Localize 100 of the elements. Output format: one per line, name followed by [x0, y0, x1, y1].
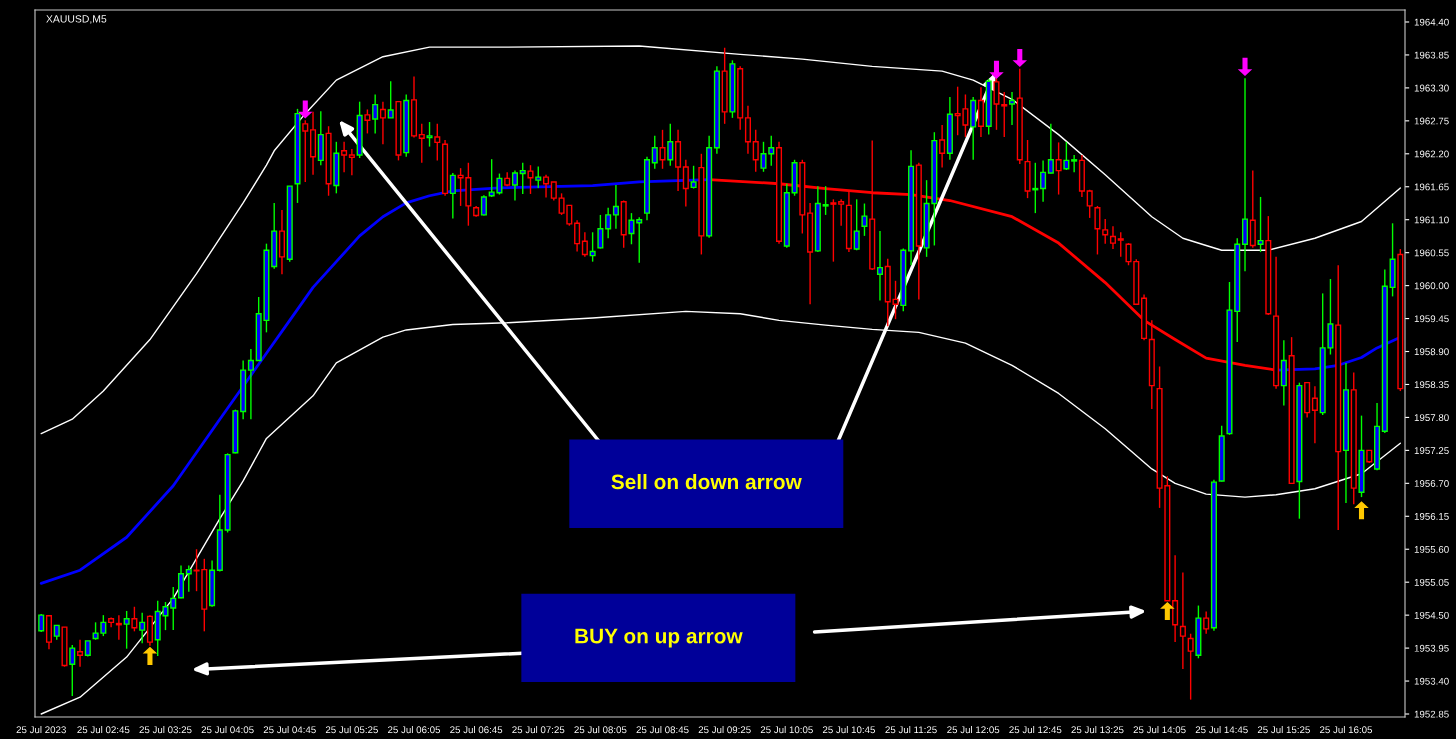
candlestick — [372, 93, 379, 135]
candlestick — [682, 159, 689, 208]
x-tick-label: 25 Jul 04:05 — [201, 726, 254, 734]
x-tick-label: 25 Jul 06:45 — [450, 726, 503, 734]
candlestick — [131, 606, 138, 633]
candlestick — [822, 185, 829, 216]
x-tick-label: 25 Jul 09:25 — [698, 726, 751, 734]
y-tick-label: 1961.65 — [1414, 183, 1449, 191]
point — [989, 60, 1004, 79]
candlestick — [387, 80, 394, 119]
candlestick — [426, 121, 433, 148]
candlestick — [636, 216, 643, 264]
candlestick — [1102, 218, 1109, 245]
candlestick — [77, 639, 84, 668]
point — [1237, 57, 1253, 76]
y-tick-label: 1963.85 — [1414, 51, 1449, 59]
y-tick-label: 1952.85 — [1414, 710, 1449, 718]
point — [142, 646, 158, 665]
candlestick — [185, 564, 192, 593]
candlestick — [418, 123, 425, 164]
y-tick-label: 1964.40 — [1414, 18, 1449, 26]
x-tick-label: 25 Jul 10:45 — [822, 726, 875, 734]
y-tick-label: 1962.75 — [1414, 117, 1449, 125]
point — [298, 100, 313, 119]
y-tick-label: 1953.95 — [1414, 644, 1449, 652]
candlestick — [247, 348, 254, 420]
x-tick-label: 25 Jul 16:05 — [1319, 726, 1373, 734]
candlestick — [667, 123, 674, 167]
x-tick-label: 25 Jul 14:45 — [1195, 726, 1248, 734]
candlestick — [550, 181, 557, 202]
x-tick-label: 25 Jul 15:25 — [1257, 726, 1310, 734]
candlestick — [1086, 189, 1093, 219]
x-tick-label: 25 Jul 04:45 — [263, 726, 316, 734]
x-tick-label: 25 Jul 02:45 — [77, 726, 130, 734]
candlestick — [1094, 205, 1101, 256]
candlestick — [1047, 123, 1054, 175]
x-tick-label: 25 Jul 11:25 — [885, 726, 937, 734]
candlestick — [69, 644, 76, 697]
y-tick-label: 1957.25 — [1414, 447, 1449, 454]
chart-title: XAUUSD,M5 — [46, 15, 107, 24]
point — [1012, 48, 1028, 67]
candlestick — [1187, 633, 1194, 701]
y-tick-label: 1958.90 — [1414, 348, 1449, 356]
candlestick — [139, 612, 146, 644]
y-tick-label: 1956.15 — [1414, 513, 1449, 520]
candlestick — [830, 198, 837, 263]
candlestick — [605, 207, 612, 239]
candlestick — [1172, 554, 1179, 643]
x-tick-label: 25 Jul 13:25 — [1071, 726, 1124, 734]
x-tick-label: 25 Jul 05:25 — [325, 726, 378, 734]
candlestick — [861, 202, 868, 237]
line-series — [40, 45, 1402, 435]
candlestick — [1203, 610, 1210, 635]
candlestick — [527, 164, 534, 195]
x-tick-label: 25 Jul 07:25 — [512, 726, 565, 734]
x-tick-label: 25 Jul 03:25 — [139, 726, 192, 734]
x-tick-label: 25 Jul 10:05 — [760, 726, 813, 734]
candlestick — [752, 129, 759, 173]
candlestick — [177, 564, 185, 600]
y-tick-label: 1956.70 — [1414, 480, 1449, 487]
candlestick — [341, 141, 348, 174]
y-tick-label: 1958.35 — [1414, 381, 1449, 389]
y-tick-label: 1955.05 — [1414, 578, 1449, 586]
candlestick — [1008, 91, 1016, 126]
x-tick-label: 25 Jul 12:05 — [947, 726, 1000, 734]
candlestick — [589, 231, 596, 263]
y-tick-label: 1960.00 — [1414, 282, 1449, 290]
candlestick — [302, 119, 309, 183]
candlestick — [853, 198, 860, 251]
x-tick-label: 25 Jul 14:05 — [1133, 726, 1186, 734]
candlestick — [574, 219, 581, 253]
x-tick-label: 25 Jul 08:45 — [636, 726, 689, 734]
candlestick — [659, 129, 666, 170]
y-tick-label: 1963.30 — [1414, 84, 1449, 92]
candlestick — [628, 212, 635, 245]
point — [1160, 601, 1175, 620]
candlestick — [744, 105, 751, 155]
candlestick — [1311, 385, 1318, 444]
candlestick — [838, 198, 845, 227]
candlestick — [379, 100, 386, 145]
candlestick — [581, 231, 588, 258]
x-tick-label: 25 Jul 06:05 — [388, 726, 441, 734]
candlestick — [123, 610, 130, 650]
candlestick — [1055, 141, 1062, 196]
candlestick — [1063, 141, 1070, 171]
candlestick — [1257, 196, 1264, 253]
x-tick-label: 25 Jul 2023 — [16, 726, 66, 734]
y-tick-label: 1962.20 — [1414, 150, 1449, 158]
candlestick — [1071, 154, 1078, 174]
x-tick-label: 25 Jul 12:45 — [1009, 726, 1062, 734]
y-tick-label: 1959.45 — [1414, 315, 1449, 323]
annotation: Sell on down arrow — [611, 473, 802, 490]
candlestick — [1109, 225, 1117, 250]
candlestick — [612, 184, 619, 230]
candlestick — [1179, 571, 1186, 670]
candlestick — [1040, 159, 1047, 203]
y-tick-label: 1955.60 — [1414, 545, 1449, 553]
candlestick — [434, 123, 441, 162]
candlestick — [543, 174, 550, 199]
y-tick-label: 1954.50 — [1414, 611, 1449, 619]
